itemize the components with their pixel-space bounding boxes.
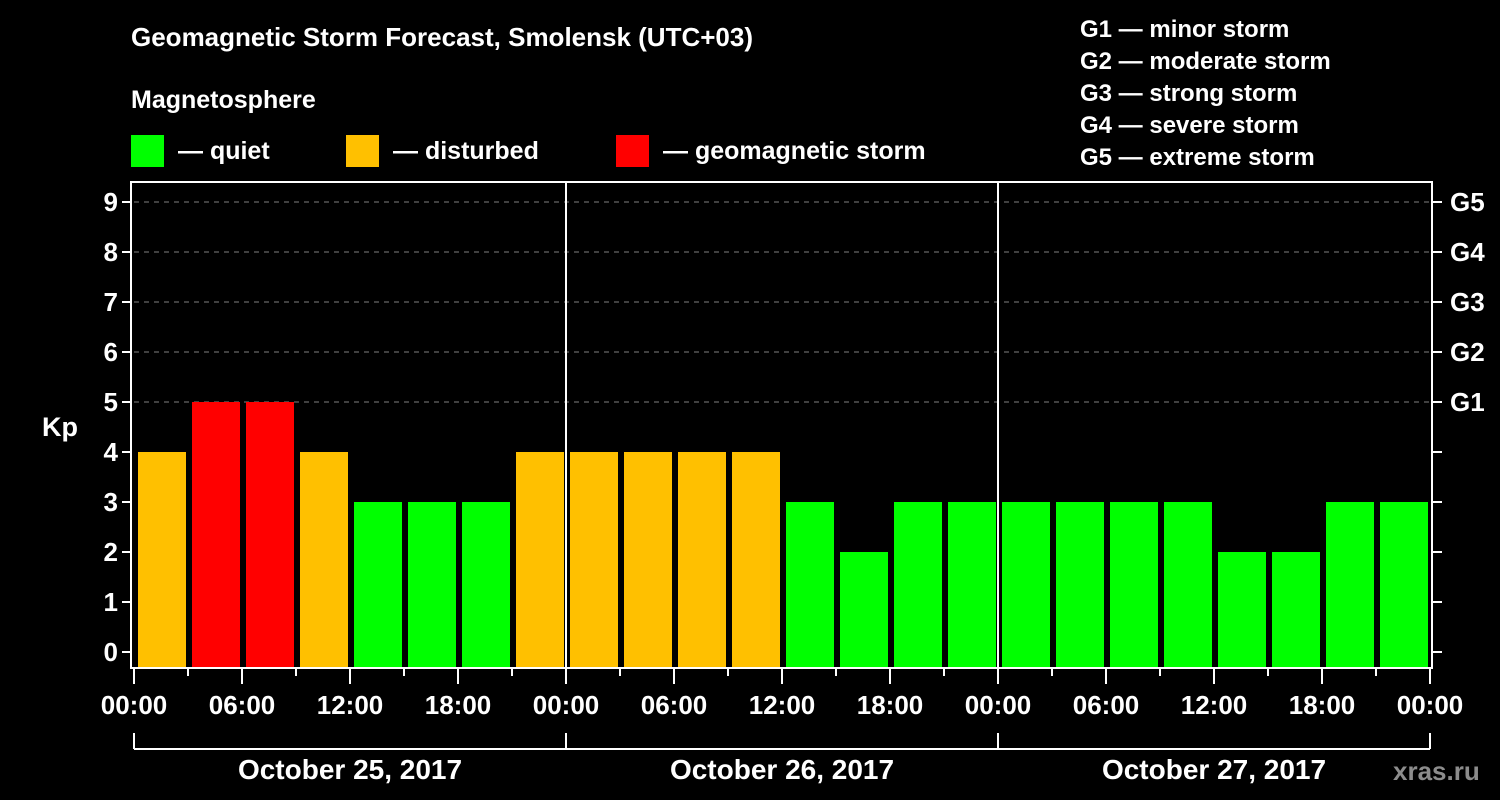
bar-disturbed [300,452,348,667]
bar-disturbed [678,452,726,667]
watermark: xras.ru [1393,756,1480,786]
legend-item-quiet: — quiet [131,134,270,168]
y-tick-label: 3 [103,487,118,517]
g-level-label: G5 [1450,187,1485,217]
y-axis-label: Kp [42,412,78,442]
bar-disturbed [570,452,618,667]
bar-quiet [1380,502,1428,667]
legend-label-disturbed: — disturbed [393,136,539,165]
bar-quiet [408,502,456,667]
x-tick-label: 18:00 [424,690,492,720]
g-level-label: G4 [1450,237,1485,267]
date-label: October 27, 2017 [1101,754,1327,785]
y-tick-label: 5 [103,387,118,417]
x-tick-label: 12:00 [1180,690,1248,720]
legend-item-storm: — geomagnetic storm [616,134,926,168]
g-scale-legend: G1 — minor storm G2 — moderate storm G3 … [1080,14,1331,174]
bar-disturbed [516,452,564,667]
y-tick-label: 8 [103,237,118,267]
grid-lines [134,201,1430,403]
legend-swatch-quiet [131,135,164,167]
g-scale-item: G5 — extreme storm [1080,144,1315,171]
y-tick-label: 6 [103,337,118,367]
bar-storm [192,402,240,667]
chart-title: Geomagnetic Storm Forecast, Smolensk (UT… [131,22,754,52]
g-level-label: G1 [1450,387,1485,417]
legend-heading: Magnetosphere [131,86,316,114]
x-tick-label: 00:00 [1396,690,1464,720]
bar-quiet [1110,502,1158,667]
legend-label-storm: — geomagnetic storm [663,136,926,165]
y-tick-label: 1 [103,587,118,617]
bar-quiet [1272,552,1320,667]
bar-quiet [894,502,942,667]
date-label: October 26, 2017 [669,754,895,785]
y-tick-label: 0 [103,637,118,667]
g-scale-item: G4 — severe storm [1080,112,1299,139]
bar-disturbed [624,452,672,667]
g-scale-item: G1 — minor storm [1080,16,1290,43]
bars [138,402,1428,667]
date-label: October 25, 2017 [237,754,463,785]
bar-quiet [1164,502,1212,667]
g-scale-item: G2 — moderate storm [1080,48,1331,75]
y-tick-label: 2 [103,537,118,567]
g-level-label: G3 [1450,287,1485,317]
legend-label-quiet: — quiet [178,136,270,165]
x-tick-label: 18:00 [1288,690,1356,720]
g-scale-item: G3 — strong storm [1080,80,1298,107]
bar-quiet [1218,552,1266,667]
bar-quiet [354,502,402,667]
legend-swatch-storm [616,135,649,167]
x-tick-label: 12:00 [748,690,816,720]
x-tick-label: 00:00 [100,690,168,720]
bar-quiet [1326,502,1374,667]
y-tick-label: 9 [103,187,118,217]
x-tick-label: 06:00 [1072,690,1140,720]
x-tick-label: 00:00 [964,690,1032,720]
y-tick-label: 7 [103,287,118,317]
bar-quiet [948,502,996,667]
x-tick-label: 12:00 [316,690,384,720]
legend-item-disturbed: — disturbed [346,134,539,168]
x-tick-label: 06:00 [640,690,708,720]
plot-frame [122,181,1442,750]
bar-storm [246,402,294,667]
y-tick-label: 4 [103,437,118,467]
x-tick-label: 06:00 [208,690,276,720]
legend-swatch-disturbed [346,135,379,167]
bar-quiet [840,552,888,667]
bar-quiet [786,502,834,667]
bar-quiet [1002,502,1050,667]
x-tick-label: 18:00 [856,690,924,720]
bar-disturbed [138,452,186,667]
bar-quiet [1056,502,1104,667]
bar-quiet [462,502,510,667]
x-tick-label: 00:00 [532,690,600,720]
g-level-label: G2 [1450,337,1485,367]
bar-disturbed [732,452,780,667]
